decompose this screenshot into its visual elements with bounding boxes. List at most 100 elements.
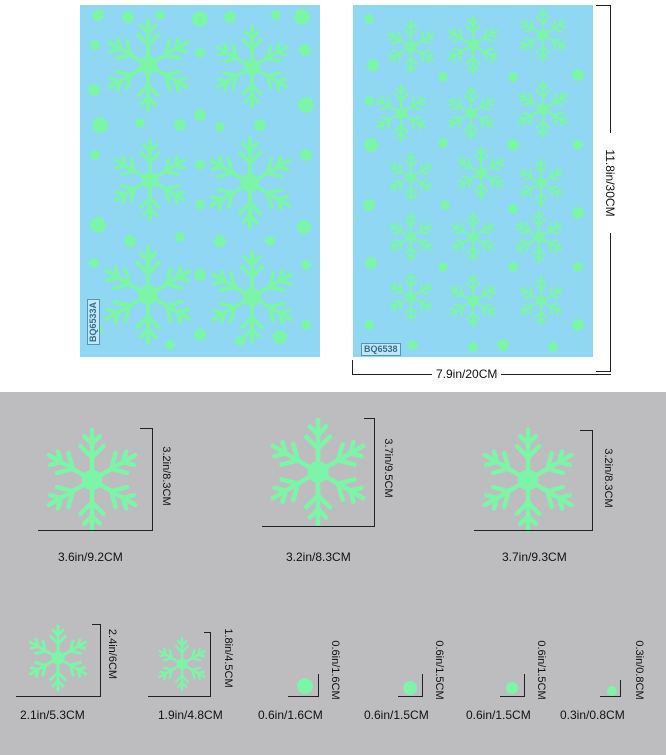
- glow-dot: [271, 10, 281, 20]
- piece-9-dot-icon: [607, 686, 617, 696]
- glow-dot: [438, 262, 448, 272]
- glow-dot: [364, 320, 374, 330]
- glow-dot: [254, 119, 266, 131]
- piece-2-width: 3.2in/8.3CM: [286, 550, 351, 564]
- piece-6-width: 0.6in/1.6CM: [258, 708, 323, 722]
- snowflake-icon: [515, 209, 563, 265]
- snowflake-icon: [387, 19, 435, 75]
- piece-1-height: 3.2in/8.3CM: [160, 446, 172, 506]
- glow-dot: [572, 207, 584, 219]
- glow-dot: [235, 336, 245, 346]
- piece-1-bracket: [38, 428, 153, 531]
- glow-dot: [301, 260, 311, 270]
- sheet-width-label: 7.9in/20CM: [432, 367, 502, 381]
- piece-5-snowflake-icon: [158, 636, 206, 692]
- glow-dot: [367, 59, 379, 71]
- snowflake-icon: [447, 15, 499, 75]
- glow-dot: [195, 200, 205, 210]
- sheet-b-snowflakes: [363, 7, 584, 352]
- piece-4-snowflake-icon: [28, 624, 88, 692]
- glow-dot: [294, 9, 310, 25]
- glow-dot: [174, 119, 186, 131]
- product-sheets-section: BQ6533A BQ6538 11.8in/30CM 7.9in/20CM: [80, 5, 617, 381]
- snowflake-icon: [457, 145, 505, 201]
- piece-4-height: 2.4in/6CM: [106, 628, 118, 680]
- glow-dot: [300, 149, 312, 161]
- piece-5-height: 1.8in/4.5CM: [222, 628, 234, 688]
- glow-dot: [573, 140, 583, 150]
- piece-6-dot-icon: [297, 678, 313, 694]
- glow-dot: [155, 10, 165, 20]
- piece-5-bracket: [148, 632, 211, 697]
- piece-3-tick: [580, 430, 592, 432]
- piece-7-bracket: [398, 674, 423, 697]
- snowflake-icon: [447, 85, 495, 141]
- snowflake-icon: [209, 135, 291, 231]
- piece-4-tick: [92, 624, 100, 626]
- glow-dot: [468, 342, 478, 352]
- glow-dot: [265, 236, 275, 246]
- piece-3-height: 3.2in/8.3CM: [602, 448, 614, 508]
- glow-dot: [508, 262, 518, 272]
- piece-8-dot-icon: [506, 682, 518, 694]
- piece-7-dot-icon: [403, 681, 417, 695]
- glow-dot: [88, 84, 100, 96]
- glow-dot: [90, 40, 100, 50]
- sticker-sheet-a: BQ6533A: [80, 5, 320, 357]
- glow-dot: [508, 204, 518, 214]
- piece-8-height: 0.6in/1.5CM: [535, 640, 547, 700]
- glow-dot: [508, 72, 518, 82]
- piece-snowflakes: [28, 417, 617, 696]
- glow-dot: [497, 339, 509, 351]
- glow-dot: [194, 109, 206, 121]
- glow-dot: [175, 232, 185, 242]
- snowflake-icon: [104, 244, 192, 346]
- piece-4-width: 2.1in/5.3CM: [20, 708, 85, 722]
- piece-7-width: 0.6in/1.5CM: [364, 708, 429, 722]
- piece-7-height: 0.6in/1.5CM: [433, 640, 445, 700]
- glow-dot: [548, 342, 558, 352]
- glow-dot: [224, 11, 236, 23]
- piece-9-height: 0.3in/0.8CM: [633, 640, 645, 700]
- piece-5-width: 1.9in/4.8CM: [158, 708, 223, 722]
- snowflake-icon: [375, 83, 427, 143]
- snowflake-icon: [449, 273, 497, 329]
- snowflake-icon: [107, 17, 189, 113]
- snowflake-icon: [519, 7, 567, 63]
- piece-5-tick: [204, 632, 210, 634]
- glow-dot: [192, 11, 208, 27]
- sheet-b-code: BQ6538: [361, 343, 401, 356]
- piece-8-bracket: [500, 674, 525, 697]
- snowflake-icon: [113, 138, 187, 222]
- piece-2-snowflake-icon: [270, 417, 366, 527]
- piece-3-snowflake-icon: [482, 427, 574, 533]
- glow-dot: [298, 97, 314, 113]
- glow-dot: [364, 96, 374, 106]
- glow-dot: [195, 48, 205, 58]
- glow-dot: [297, 220, 311, 234]
- piece-9-width: 0.3in/0.8CM: [560, 708, 625, 722]
- piece-6-height: 0.6in/1.6CM: [329, 640, 341, 700]
- glow-dot: [572, 69, 584, 81]
- glow-dot: [438, 72, 448, 82]
- glow-dot: [194, 269, 206, 281]
- piece-2-height: 3.7in/9.5CM: [382, 438, 394, 498]
- piece-2-tick: [364, 418, 374, 420]
- glow-dot: [214, 235, 226, 247]
- glow-dot: [92, 117, 108, 133]
- glow-dot: [301, 320, 311, 330]
- glow-dot: [438, 138, 448, 148]
- glow-dot: [90, 217, 106, 233]
- piece-2-bracket: [262, 418, 375, 527]
- snowflake-icon: [517, 79, 569, 139]
- glow-dot: [572, 319, 584, 331]
- snowflake-icon: [389, 151, 433, 203]
- glow-dot: [92, 9, 104, 21]
- piece-6-bracket: [288, 674, 319, 697]
- piece-9-bracket: [600, 680, 621, 697]
- glow-dot: [124, 235, 136, 247]
- piece-3-bracket: [474, 430, 593, 531]
- glow-dot: [194, 329, 206, 341]
- snowflake-icon: [519, 157, 563, 209]
- glow-dot: [363, 199, 375, 211]
